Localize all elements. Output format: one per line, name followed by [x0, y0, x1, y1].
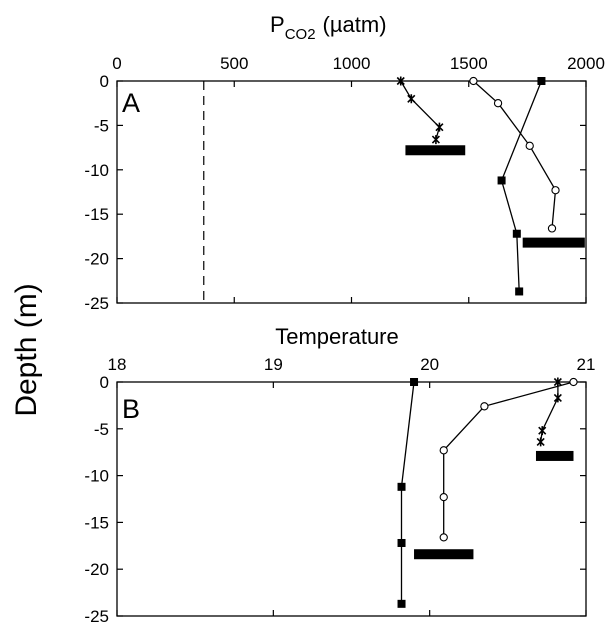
panel-a-x-title-unit: (µatm) [323, 12, 387, 37]
panel-a-y-tick-label: 0 [100, 72, 109, 91]
panel-b-y-tick-label: 0 [100, 373, 109, 392]
panel-b-circle-point [480, 402, 489, 411]
panel-a-circle-point [469, 76, 478, 86]
panel-b-circle-point [439, 446, 448, 455]
panel-b-y-tick-label: -25 [84, 607, 109, 626]
panel-a-x-tick-label: 500 [220, 54, 248, 73]
panel-b-y-tick-label: -20 [84, 560, 109, 579]
panel-a-star-point [407, 94, 416, 104]
panel-a-y-tick-label: -15 [84, 205, 109, 224]
panel-b-star-point [536, 437, 545, 447]
panel-b-x-tick-label: 21 [577, 355, 596, 374]
panel-b-star-point [553, 377, 562, 387]
panel-a-star-point [396, 76, 405, 86]
panel-b-plot-frame [116, 381, 587, 617]
panel-a-circle-point [493, 99, 503, 108]
panel-b: B 18 19 20 21 0 -5 -10 -15 -20 -25 [84, 355, 595, 626]
panel-a: A0 500 1000 1500 2000 0 -5 -10 -15 -20 -25 [84, 54, 604, 313]
panel-a-y-tick-label: -5 [94, 116, 109, 135]
panel-a-circle-point [551, 186, 560, 195]
panel-a-square-point [515, 287, 524, 296]
panel-b-circle-point [439, 492, 448, 502]
panel-a-series-line-star [400, 80, 441, 140]
panel-b-star-point [538, 426, 547, 436]
panel-a-square-point [497, 176, 506, 185]
panel-a-series-line-open-circle [472, 80, 557, 229]
panel-b-square-point [397, 538, 406, 547]
panel-a-x-tick-label: 0 [112, 54, 121, 73]
panel-b-range-bar [414, 549, 474, 560]
panel-b-y-tick-label: -5 [94, 420, 109, 439]
panel-b-series-line-filled-square [400, 381, 415, 604]
panel-a-y-tick-label: -10 [84, 161, 109, 180]
panel-b-x-tick-label: 18 [108, 355, 127, 374]
panel-a-square-point [537, 77, 546, 85]
panel-a-plot-frame [116, 80, 587, 304]
panel-a-x-tick-label: 2000 [567, 54, 605, 73]
y-axis-title: Depth (m) [10, 283, 43, 416]
panel-b-series-line-star [540, 382, 559, 442]
panel-b-square-point [397, 599, 406, 608]
panel-b-circle-point [569, 377, 578, 387]
panel-a-range-bar [522, 237, 585, 248]
panel-a-x-title-sub: CO2 [285, 26, 316, 43]
panel-a-circle-point [525, 141, 534, 150]
panel-b-square-point [397, 482, 406, 491]
panel-b-x-axis-title: Temperature [275, 324, 399, 349]
panel-b-star-point [553, 393, 562, 403]
panel-a-x-tick-label: 1500 [450, 54, 488, 73]
panel-a-square-point [512, 229, 521, 238]
panel-a-x-axis-title: PCO2 (µatm) [270, 12, 387, 43]
panel-b-y-tick-label: -10 [84, 467, 109, 486]
panel-b-circle-point [439, 533, 448, 542]
panel-b-x-tick-label: 19 [264, 355, 283, 374]
panel-a-x-tick-label: 1000 [333, 54, 371, 73]
panel-a-y-tick-label: -20 [84, 250, 109, 269]
panel-a-y-tick-label: -25 [84, 294, 109, 313]
panel-a-series-line-filled-square [500, 80, 543, 292]
panel-b-letter: B [122, 394, 140, 424]
panel-b-y-tick-label: -15 [84, 513, 109, 532]
panel-a-x-title-main: P [270, 12, 285, 37]
panel-a-letter: A [122, 88, 140, 118]
panel-a-star-point [435, 122, 444, 132]
panel-b-square-point [410, 378, 419, 386]
panel-a-range-bar [405, 145, 466, 156]
panel-b-range-bar [535, 450, 574, 461]
panel-a-star-point [431, 135, 440, 145]
panel-b-x-tick-label: 20 [420, 355, 439, 374]
panel-a-circle-point [547, 224, 557, 233]
